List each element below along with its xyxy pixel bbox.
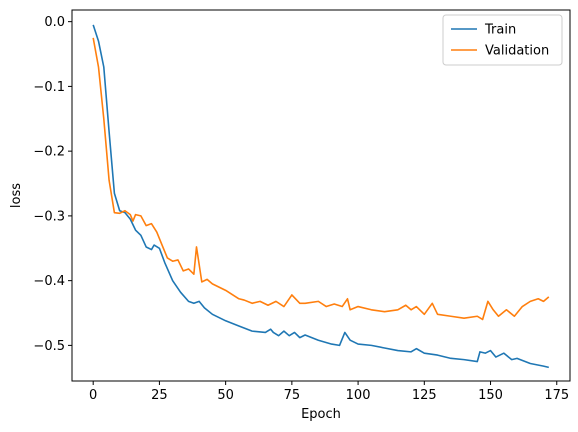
x-tick-label: 175 [544,388,569,403]
x-tick-label: 50 [217,388,234,403]
y-tick-label: −0.4 [33,274,65,289]
series-line-validation [92,37,550,321]
y-axis-ticks: 0.0 −0.1 −0.2 −0.3 −0.4 −0.5 [33,15,72,354]
y-tick-label: 0.0 [44,15,65,30]
y-tick-label: −0.5 [33,339,65,354]
x-tick-label: 125 [412,388,437,403]
series-line-train [92,24,549,369]
y-tick-label: −0.2 [33,145,65,160]
x-tick-label: 150 [478,388,503,403]
legend-label-validation: Validation [485,44,549,59]
y-axis-label: loss [9,183,24,208]
x-tick-label: 100 [346,388,371,403]
x-tick-label: 75 [284,388,301,403]
legend-box [442,14,563,66]
x-tick-label: 0 [89,388,97,403]
x-axis-ticks: 0 25 50 75 100 125 150 175 [89,381,569,403]
plot-lines [92,24,550,369]
x-axis-label: Epoch [301,407,341,422]
legend-label-train: Train [484,23,516,38]
y-tick-label: −0.1 [33,80,65,95]
x-tick-label: 25 [151,388,168,403]
legend: Train Validation [442,14,563,66]
plot-frame [71,9,571,382]
y-tick-label: −0.3 [33,209,65,224]
